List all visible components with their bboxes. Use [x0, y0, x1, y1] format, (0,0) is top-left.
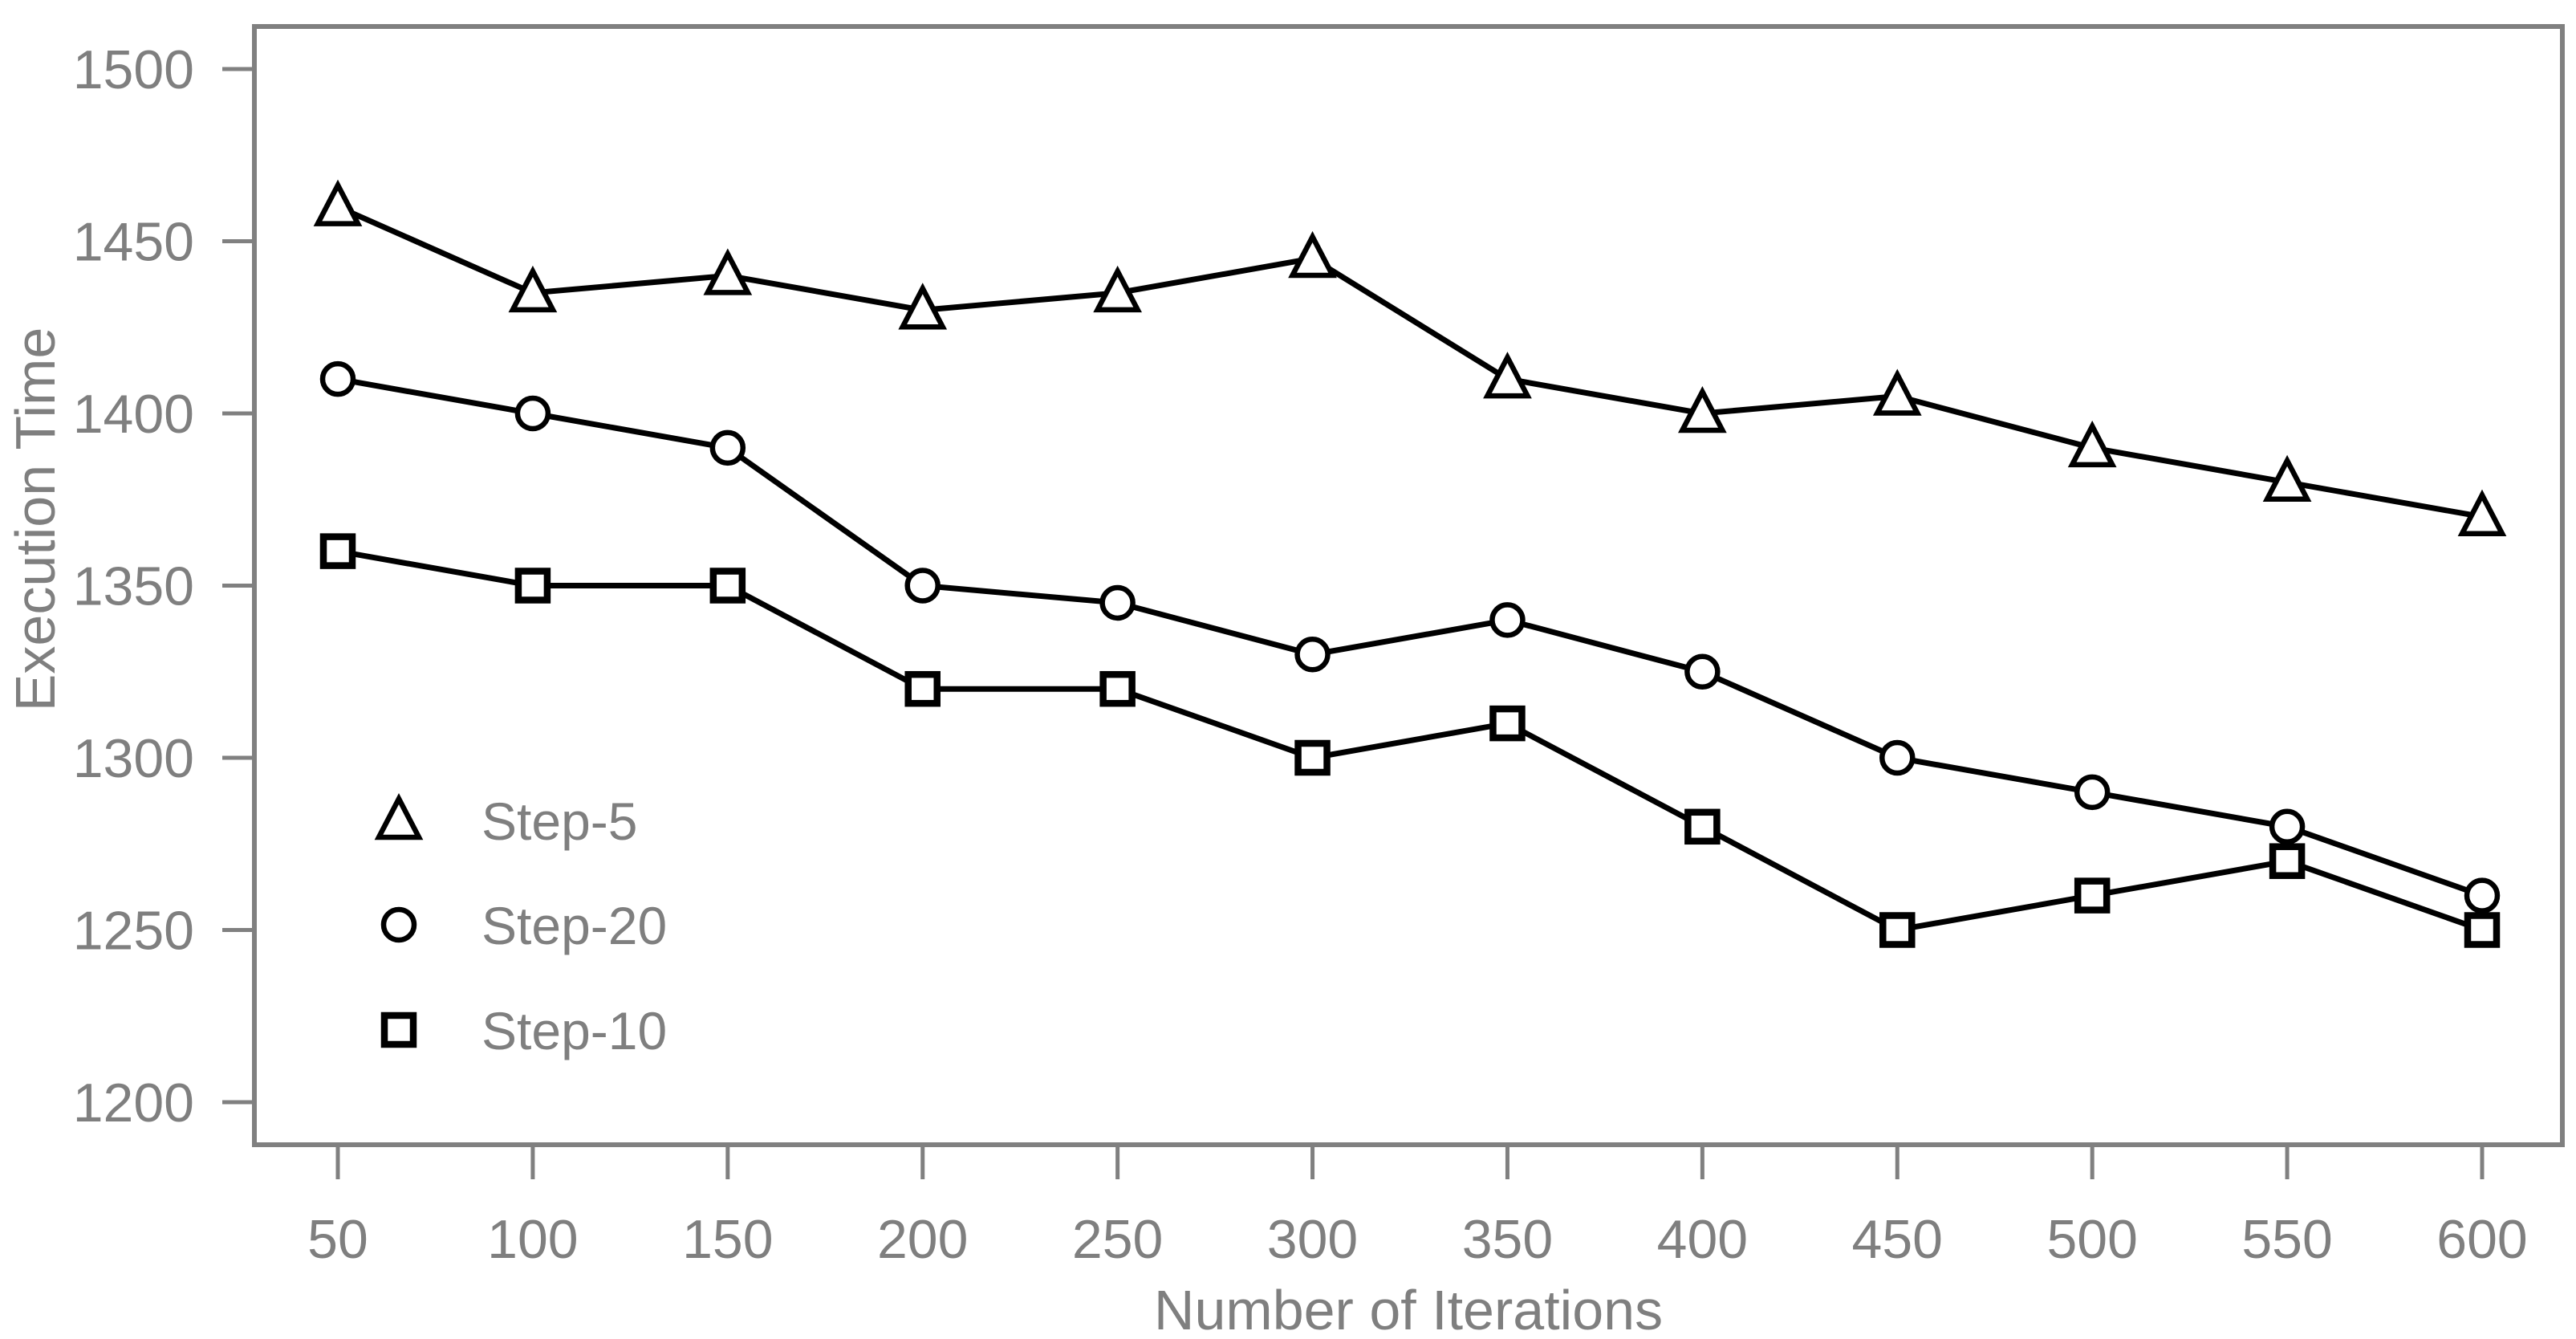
x-tick-label: 150: [682, 1209, 773, 1270]
x-axis-ticks: 50 100 150 200 250 300 350 400 450 500 550 600: [307, 1145, 2528, 1270]
marker-square: [380, 1011, 417, 1048]
marker-square: [2269, 843, 2306, 879]
marker-square: [709, 568, 746, 604]
series-markers-step-20: [319, 360, 2501, 914]
marker-circle: [1879, 739, 1916, 776]
y-tick-label: 1450: [73, 212, 194, 273]
x-tick-label: 300: [1267, 1209, 1358, 1270]
marker-circle: [1099, 584, 1136, 621]
marker-square: [2464, 912, 2501, 948]
y-tick-label: 1500: [73, 39, 194, 100]
y-tick-label: 1400: [73, 384, 194, 445]
y-axis-label: Execution Time: [4, 328, 67, 712]
series-markers-step-5: [313, 179, 2507, 536]
marker-circle: [514, 395, 551, 432]
marker-triangle: [1678, 385, 1727, 433]
marker-triangle: [1872, 368, 1922, 416]
marker-circle: [319, 360, 356, 397]
marker-triangle: [1093, 265, 1142, 313]
x-tick-label: 500: [2046, 1209, 2137, 1270]
data-series-group: [313, 179, 2507, 948]
marker-triangle: [1288, 230, 1337, 279]
y-axis-ticks: 1200 1250 1300 1350 1400 1450 1500: [73, 39, 254, 1133]
x-tick-label: 550: [2241, 1209, 2332, 1270]
marker-triangle: [508, 265, 558, 313]
y-tick-label: 1350: [73, 556, 194, 617]
marker-triangle: [374, 792, 424, 840]
x-axis-label: Number of Iterations: [1154, 1279, 1663, 1339]
legend: Step-5 Step-20 Step-10: [374, 792, 667, 1060]
series-line-step-10: [337, 548, 2484, 934]
series-line-step-20: [337, 376, 2484, 898]
legend-label-step-10: Step-10: [481, 1001, 667, 1060]
x-tick-label: 350: [1462, 1209, 1553, 1270]
x-tick-label: 50: [307, 1209, 368, 1270]
marker-triangle: [313, 179, 363, 226]
y-tick-label: 1300: [73, 728, 194, 789]
x-tick-label: 100: [487, 1209, 578, 1270]
legend-item-step-5: Step-5: [374, 792, 637, 851]
marker-circle: [1294, 637, 1331, 673]
y-tick-label: 1200: [73, 1072, 194, 1133]
marker-square: [904, 670, 941, 707]
marker-square: [1489, 705, 1526, 742]
marker-triangle: [898, 283, 948, 330]
marker-circle: [2464, 877, 2501, 914]
marker-circle: [1684, 653, 1721, 690]
marker-circle: [2074, 774, 2111, 811]
marker-triangle: [1483, 352, 1532, 399]
legend-label-step-20: Step-20: [481, 896, 667, 955]
marker-circle: [380, 906, 417, 943]
x-tick-label: 450: [1852, 1209, 1943, 1270]
series-markers-step-10: [319, 533, 2501, 948]
marker-square: [1294, 739, 1331, 776]
marker-square: [1684, 808, 1721, 845]
legend-item-step-10: Step-10: [380, 1001, 667, 1060]
marker-square: [2074, 877, 2111, 914]
marker-square: [319, 533, 356, 569]
x-tick-label: 200: [877, 1209, 968, 1270]
marker-triangle: [2457, 489, 2507, 536]
legend-item-step-20: Step-20: [380, 896, 667, 955]
marker-circle: [2269, 808, 2306, 845]
x-tick-label: 250: [1072, 1209, 1163, 1270]
marker-circle: [709, 429, 746, 466]
marker-circle: [1489, 602, 1526, 638]
marker-circle: [904, 568, 941, 604]
x-tick-label: 600: [2436, 1209, 2527, 1270]
marker-square: [1099, 670, 1136, 707]
legend-label-step-5: Step-5: [481, 792, 637, 851]
series-line-step-5: [336, 204, 2483, 520]
marker-triangle: [703, 248, 753, 295]
marker-square: [1879, 912, 1916, 948]
marker-square: [514, 568, 551, 604]
y-tick-label: 1250: [73, 901, 194, 962]
x-tick-label: 400: [1657, 1209, 1748, 1270]
marker-triangle: [2262, 454, 2312, 503]
marker-triangle: [2067, 420, 2117, 468]
